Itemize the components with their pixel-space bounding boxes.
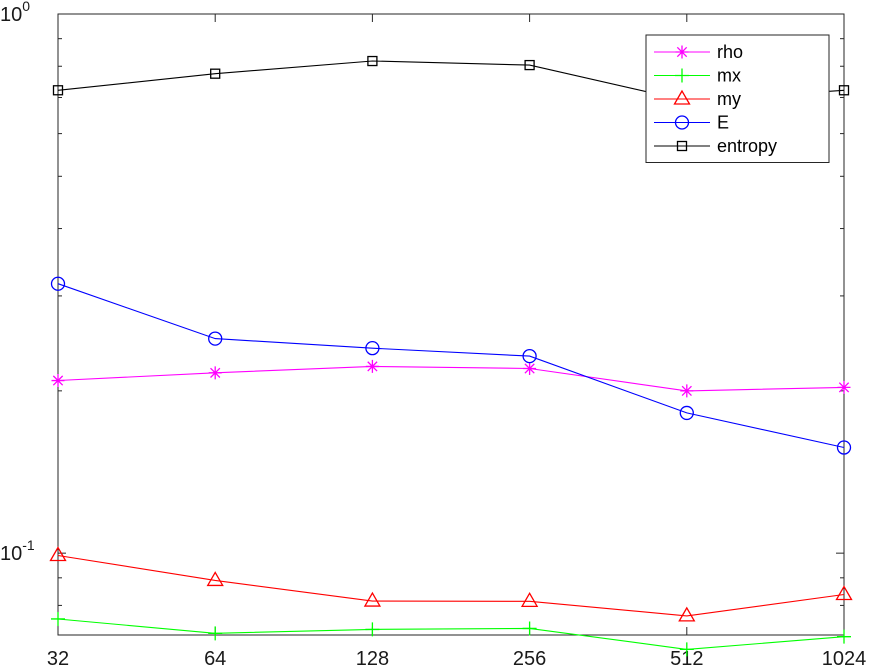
legend-label: E: [717, 113, 729, 133]
legend-label: rho: [717, 42, 743, 62]
data-point-mx: [208, 626, 223, 641]
x-tick-label: 64: [204, 648, 226, 670]
legend-item-E: E: [654, 113, 729, 133]
y-tick-base: 10: [0, 4, 22, 26]
y-tick-base: 10: [0, 543, 22, 565]
series-my: [49, 546, 853, 622]
y-tick-exponent: -1: [22, 537, 35, 553]
series-line-E: [57, 283, 845, 449]
data-point-mx: [679, 642, 694, 657]
series-E: [50, 276, 852, 455]
x-tick-label: 512: [670, 648, 703, 670]
legend-label: my: [717, 89, 741, 109]
data-point-E: [50, 276, 66, 291]
data-point-mx: [365, 622, 380, 637]
legend-marker: [675, 68, 689, 83]
y-tick-exponent: 0: [22, 0, 30, 14]
x-tick-label: 32: [47, 648, 69, 670]
data-point-rho: [680, 384, 694, 398]
series-mx: [51, 611, 851, 657]
data-point-E: [365, 341, 380, 356]
legend-item-entropy: entropy: [654, 136, 777, 156]
data-point-E: [208, 331, 223, 346]
data-point-entropy: [367, 55, 378, 67]
legend-marker: [676, 140, 688, 152]
data-point-my: [835, 585, 853, 601]
data-point-rho: [208, 366, 222, 380]
legend-item-rho: rho: [654, 42, 743, 62]
x-tick-label: 1024: [822, 648, 867, 670]
legend-marker: [675, 45, 689, 59]
data-point-E: [522, 348, 537, 364]
data-point-entropy: [524, 59, 535, 71]
series-layer: [49, 55, 853, 657]
legend-item-my: my: [654, 89, 741, 109]
data-point-mx: [522, 621, 537, 636]
legend-item-mx: mx: [654, 66, 741, 86]
series-rho: [51, 359, 851, 398]
data-point-entropy: [838, 85, 850, 96]
data-point-my: [206, 571, 224, 587]
x-tick-label: 256: [513, 648, 546, 670]
data-point-E: [679, 405, 694, 421]
series-line-my: [57, 554, 845, 617]
data-point-rho: [523, 362, 537, 376]
data-point-mx: [51, 611, 65, 626]
data-point-my: [678, 606, 696, 622]
data-point-E: [836, 440, 852, 455]
data-point-my: [49, 546, 67, 562]
legend-marker: [674, 115, 690, 130]
y-tick-label: 10-1: [0, 537, 35, 565]
data-point-rho: [837, 380, 851, 394]
legend-label: mx: [717, 66, 741, 86]
data-point-mx: [837, 629, 851, 644]
legend-marker: [673, 89, 691, 105]
data-point-my: [363, 591, 382, 607]
data-point-entropy: [210, 68, 221, 79]
data-point-entropy: [52, 85, 64, 96]
data-point-rho: [51, 374, 65, 388]
data-point-my: [520, 592, 539, 607]
data-point-rho: [365, 359, 379, 373]
series-line-mx: [57, 618, 845, 650]
y-tick-label: 100: [0, 0, 30, 26]
plot-frame: [57, 13, 845, 636]
x-tick-label: 128: [356, 648, 389, 670]
legend-label: entropy: [717, 136, 777, 156]
series-line-rho: [57, 365, 845, 392]
